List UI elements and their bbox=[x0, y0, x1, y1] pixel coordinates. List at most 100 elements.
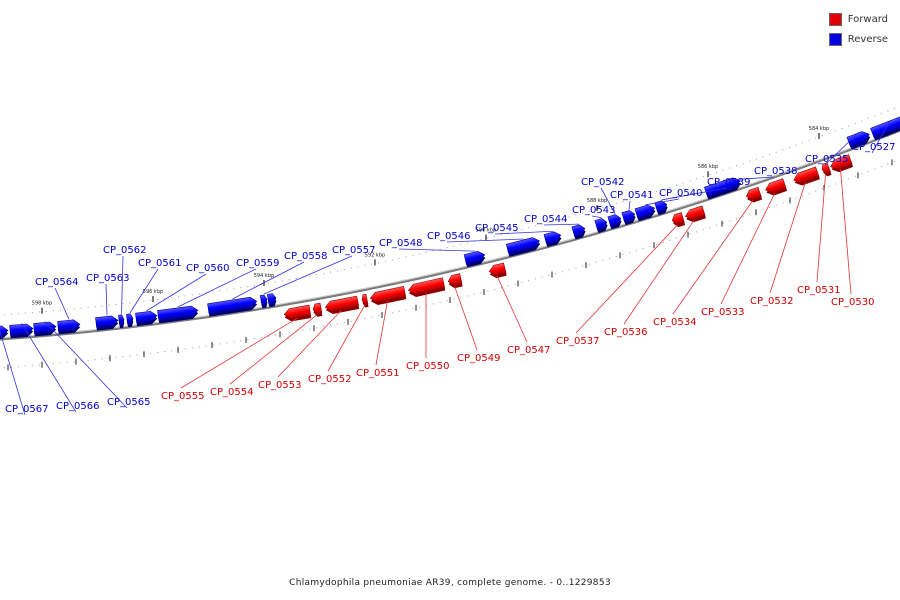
gene-leader-line bbox=[21, 323, 77, 413]
gene-arrow[interactable] bbox=[407, 277, 446, 299]
gene-label[interactable]: CP_0565 bbox=[107, 397, 150, 408]
gene-arrow[interactable] bbox=[594, 217, 609, 233]
gene-label[interactable]: CP_0549 bbox=[457, 353, 500, 364]
reverse-gene-body bbox=[846, 131, 870, 148]
gene-leader-line bbox=[840, 168, 852, 295]
gene-leader-line bbox=[661, 187, 728, 201]
gene-label[interactable]: CP_0537 bbox=[556, 336, 599, 347]
gene-label[interactable]: CP_0554 bbox=[210, 387, 253, 398]
gene-arrow[interactable] bbox=[312, 302, 323, 317]
gene-arrow[interactable] bbox=[703, 176, 742, 200]
gene-arrow[interactable] bbox=[792, 166, 820, 188]
reverse-gene-body bbox=[207, 296, 258, 315]
gene-label[interactable]: CP_0546 bbox=[427, 231, 470, 242]
gene-label[interactable]: CP_0543 bbox=[572, 205, 615, 216]
forward-gene-body bbox=[830, 154, 853, 170]
gene-labels: CP_0567 CP_0566 CP_0565 CP_0564 CP_0563 CP_05… bbox=[5, 142, 895, 415]
reverse-gene-body bbox=[57, 319, 81, 332]
gene-arrow[interactable] bbox=[764, 178, 788, 198]
gene-leader-line bbox=[600, 187, 616, 215]
gene-arrow[interactable] bbox=[488, 262, 507, 279]
gene-label[interactable]: CP_0542 bbox=[581, 177, 624, 188]
gene-arrow[interactable] bbox=[369, 286, 407, 306]
gene-label[interactable]: CP_0535 bbox=[805, 154, 848, 165]
reverse-gene-body bbox=[571, 224, 586, 237]
forward-gene-body bbox=[361, 293, 369, 305]
gene-arrow[interactable] bbox=[95, 315, 119, 331]
gene-arrow[interactable] bbox=[870, 114, 900, 141]
gene-label[interactable]: CP_0547 bbox=[507, 345, 550, 356]
gene-label[interactable]: CP_0553 bbox=[258, 380, 301, 391]
gene-arrow[interactable] bbox=[259, 294, 268, 309]
gene-label[interactable]: CP_0550 bbox=[406, 361, 449, 372]
gene-leader-line bbox=[769, 181, 806, 294]
gene-arrow[interactable] bbox=[0, 325, 9, 340]
gene-label[interactable]: CP_0563 bbox=[86, 273, 129, 284]
gene-arrow[interactable] bbox=[283, 304, 312, 322]
gene-label[interactable]: CP_0533 bbox=[701, 307, 744, 318]
gene-label[interactable]: CP_0531 bbox=[797, 285, 840, 296]
gene-arrow[interactable] bbox=[361, 293, 369, 308]
gene-label[interactable]: CP_0540 bbox=[659, 188, 702, 199]
scale-tick-label: 592 kbp bbox=[365, 252, 385, 258]
gene-leader-line bbox=[277, 309, 342, 378]
gene-leader-line bbox=[146, 273, 207, 312]
gene-leader-line bbox=[129, 268, 159, 314]
gene-arrow[interactable] bbox=[571, 224, 587, 240]
gene-arrow[interactable] bbox=[607, 213, 623, 230]
reverse-gene-body bbox=[266, 293, 277, 305]
gene-label[interactable]: CP_0544 bbox=[524, 214, 567, 225]
gene-label[interactable]: CP_0536 bbox=[604, 327, 647, 338]
gene-arrow[interactable] bbox=[266, 293, 277, 308]
gene-arrow[interactable] bbox=[684, 205, 706, 224]
gene-label[interactable]: CP_0566 bbox=[56, 401, 99, 412]
gene-label[interactable]: CP_0562 bbox=[103, 245, 146, 256]
gene-arrow[interactable] bbox=[118, 314, 125, 329]
gene-label[interactable]: CP_0539 bbox=[707, 177, 750, 188]
gene-arrow[interactable] bbox=[463, 250, 486, 268]
gene-label[interactable]: CP_0530 bbox=[831, 297, 874, 308]
gene-label[interactable]: CP_0527 bbox=[852, 142, 895, 153]
gene-label[interactable]: CP_0559 bbox=[236, 258, 279, 269]
gene-label[interactable]: CP_0545 bbox=[475, 223, 518, 234]
gene-label[interactable]: CP_0541 bbox=[610, 190, 653, 201]
forward-gene-body bbox=[793, 166, 820, 184]
gene-label[interactable]: CP_0561 bbox=[138, 258, 181, 269]
gene-leader-line bbox=[180, 317, 298, 389]
gene-arrow[interactable] bbox=[829, 154, 854, 175]
gene-leader-line bbox=[44, 321, 128, 409]
gene-arrow[interactable] bbox=[634, 203, 657, 222]
gene-label[interactable]: CP_0557 bbox=[332, 245, 375, 256]
gene-arrow[interactable] bbox=[207, 296, 258, 317]
gene-label[interactable]: CP_0534 bbox=[653, 317, 696, 328]
gene-arrow[interactable] bbox=[157, 305, 199, 324]
gene-label[interactable]: CP_0555 bbox=[161, 391, 204, 402]
gene-arrow[interactable] bbox=[126, 313, 134, 328]
gene-label[interactable]: CP_0552 bbox=[308, 374, 351, 385]
legend-label: Forward bbox=[847, 13, 888, 25]
gene-arrow[interactable] bbox=[543, 230, 563, 248]
gene-arrow[interactable] bbox=[505, 236, 541, 257]
forward-swatch bbox=[828, 12, 842, 26]
gene-arrow[interactable] bbox=[324, 295, 360, 315]
gene-label[interactable]: CP_0564 bbox=[35, 277, 78, 288]
gene-arrow[interactable] bbox=[846, 129, 872, 150]
gene-label[interactable]: CP_0532 bbox=[750, 296, 793, 307]
gene-arrow[interactable] bbox=[745, 186, 763, 204]
gene-label[interactable]: CP_0560 bbox=[186, 263, 229, 274]
gene-label[interactable]: CP_0538 bbox=[754, 166, 797, 177]
scale-tick-label: 598 kbp bbox=[32, 301, 52, 307]
gene-label[interactable]: CP_0558 bbox=[284, 251, 327, 262]
reverse-gene-body bbox=[118, 314, 125, 326]
gene-leader-line bbox=[121, 255, 124, 314]
gene-arrow[interactable] bbox=[654, 200, 669, 216]
gene-arrow[interactable] bbox=[135, 311, 158, 327]
gene-arrow[interactable] bbox=[447, 273, 463, 290]
gene-label[interactable]: CP_0567 bbox=[5, 404, 48, 415]
gene-arrow[interactable] bbox=[820, 162, 832, 178]
gene-arrow[interactable] bbox=[621, 209, 637, 226]
gene-label[interactable]: CP_0548 bbox=[379, 238, 422, 249]
gene-label[interactable]: CP_0551 bbox=[356, 368, 399, 379]
gene-arrow[interactable] bbox=[671, 212, 686, 229]
gene-arrow[interactable] bbox=[57, 319, 81, 335]
